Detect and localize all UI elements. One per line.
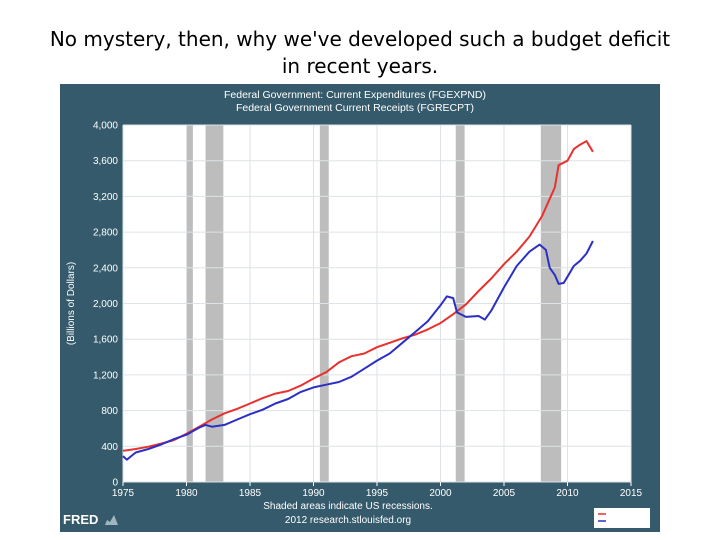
slide-title: No mystery, then, why we've developed su…	[49, 27, 671, 78]
x-tick-label: 1975	[112, 488, 135, 499]
recession-note: Shaded areas indicate US recessions.	[263, 501, 433, 512]
x-tick-label: 1980	[175, 488, 198, 499]
x-tick-label: 2005	[493, 488, 516, 499]
fred-logo-text: FRED	[63, 512, 98, 527]
y-tick-label: 4,000	[93, 121, 118, 132]
chart-title-line-2: Federal Government Current Receipts (FGR…	[236, 102, 474, 114]
y-axis-label: (Billions of Dollars)	[66, 262, 77, 345]
y-tick-label: 800	[101, 406, 118, 417]
series-line-fgrecpt	[122, 240, 594, 461]
chart-title-line-1: Federal Government: Current Expenditures…	[224, 89, 486, 101]
y-tick-label: 2,400	[93, 263, 118, 274]
y-tick-label: 1,600	[93, 335, 118, 346]
y-tick-label: 2,800	[93, 228, 118, 239]
x-tick-label: 2000	[429, 488, 452, 499]
x-tick-label: 1985	[239, 488, 262, 499]
fred-logo[interactable]: FRED	[63, 512, 118, 527]
y-tick-label: 0	[112, 478, 118, 489]
source-note: 2012 research.stlouisfed.org	[285, 515, 411, 526]
y-tick-label: 3,600	[93, 156, 118, 167]
legend-box	[594, 508, 650, 528]
x-tick-label: 1995	[366, 488, 389, 499]
x-tick-label: 2015	[620, 488, 643, 499]
y-tick-label: 3,200	[93, 192, 118, 203]
fred-logo-graph-icon	[105, 515, 118, 525]
x-tick-label: 1990	[302, 488, 325, 499]
y-tick-label: 1,200	[93, 370, 118, 381]
series-line-fgexpnd	[122, 140, 594, 452]
y-tick-label: 2,000	[93, 299, 118, 310]
fred-chart: Federal Government: Current Expenditures…	[60, 84, 660, 532]
y-tick-label: 400	[101, 442, 118, 453]
x-tick-label: 2010	[556, 488, 579, 499]
